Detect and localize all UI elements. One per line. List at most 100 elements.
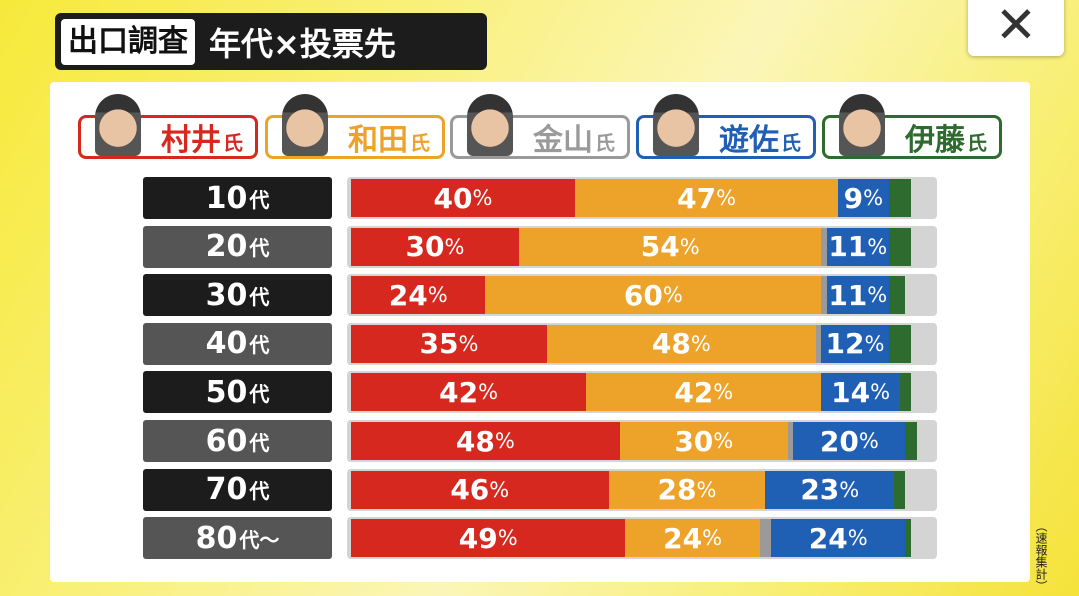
candidate-name: 遊佐 [719,123,779,158]
percent-sign: % [713,429,734,453]
percent-sign: % [679,234,700,259]
bar-segment [888,276,906,315]
percent-sign: % [867,234,888,259]
candidate-honorific: 氏 [595,130,615,155]
candidate-photo [839,94,885,156]
data-label: 24 [808,521,848,555]
bar-segment [888,179,911,217]
age-suffix: 代 [249,236,270,261]
data-label: 11 [828,278,868,312]
percent-sign: % [427,283,448,308]
percent-sign: % [497,526,518,551]
bar-segment: 42% [351,373,587,412]
age-row: 40 代 35% 48% 12% [143,322,938,365]
bar-segment: 28% [608,470,766,509]
bar-track: 35% 48% 12% [347,322,937,365]
age-number: 70 [205,472,248,508]
percent-sign: % [478,380,499,405]
bar-segment: 48% [351,422,620,460]
age-row: 70 代 46% 28% 23% [143,468,938,511]
exit-poll-tag: 出口調査 [61,18,195,65]
bar-segment: 54% [519,227,822,266]
bar-segment [905,519,911,558]
age-row: 20 代 30% 54% 11% [143,225,938,268]
data-label: 24 [663,521,703,555]
data-label: 54 [640,230,680,264]
age-label: 70 代 [143,468,332,511]
data-label: 20 [819,424,859,458]
percent-sign: % [690,331,711,356]
bar-segment: 30% [351,227,519,266]
data-label: 30 [674,424,714,458]
percent-sign: % [870,380,891,405]
bar-segment: 24% [351,276,486,315]
candidate-honorific: 氏 [781,130,801,155]
bar-segment: 30% [619,422,788,460]
age-label: 20 代 [143,225,332,268]
data-label: 46 [450,473,490,507]
age-suffix: 代 [249,381,270,406]
bar-track: 46% 28% 23% [347,468,937,511]
candidate-honorific: 氏 [967,130,987,155]
candidate-name: 和田 [348,123,408,158]
bar-segment: 12% [821,324,889,363]
percent-sign: % [702,526,723,551]
page-title: 年代×投票先 [209,24,396,63]
bar-segment: 40% [351,179,575,217]
candidate-name: 村井 [161,123,221,158]
percent-sign: % [839,477,860,502]
bar-segment: 11% [827,276,889,315]
age-number: 30 [205,277,248,313]
percent-sign: % [867,283,888,308]
bar-segment: 48% [547,324,816,363]
bar-segment: 35% [351,324,547,363]
legend-candidate: 和田氏 [265,94,445,159]
bar-segment: 9% [838,179,889,217]
bar-segment: 46% [351,470,609,509]
age-label: 50 代 [143,371,332,414]
bar-segment: 24% [625,519,760,558]
data-label: 9 [843,181,864,215]
data-label: 48 [455,424,495,458]
age-label: 80 代～ [143,517,332,560]
bar-segment [899,373,911,412]
data-label: 11 [828,230,868,264]
age-row: 60 代 48% 30% 20% [143,420,938,462]
age-suffix: 代 [249,333,270,358]
bar-segment: 49% [351,519,626,558]
bar-track: 40% 47% 9% [347,177,937,219]
age-label: 30 代 [143,274,332,317]
age-number: 80 [195,520,238,556]
data-label: 47 [677,181,717,215]
data-label: 42 [439,375,479,409]
bar-segment [894,470,906,509]
age-number: 10 [205,180,248,216]
bar-segment: 24% [771,519,906,558]
bar-track: 49% 24% 24% [347,517,937,560]
data-label: 14 [831,375,871,409]
age-label: 10 代 [143,177,332,219]
data-label: 42 [674,375,714,409]
bar-segment [821,227,827,266]
data-label: 49 [458,521,498,555]
bar-track: 48% 30% 20% [347,420,937,462]
bar-segment: 42% [586,373,822,412]
data-label: 30 [405,230,445,264]
data-label: 24 [388,278,428,312]
bar-segment [815,324,822,363]
legend-candidate: 遊佐氏 [636,94,816,159]
close-button[interactable]: ✕ [968,0,1064,56]
age-suffix: 代 [249,187,270,212]
percent-sign: % [847,526,868,551]
age-number: 20 [205,229,248,265]
percent-sign: % [472,186,493,210]
bar-track: 42% 42% 14% [347,371,937,414]
title-banner: 出口調査 年代×投票先 [55,13,487,70]
bar-segment [905,422,917,460]
age-row: 10 代 40% 47% 9% [143,177,938,219]
candidate-photo [95,94,141,156]
bar-segment [759,519,771,558]
percent-sign: % [696,477,717,502]
percent-sign: % [863,186,884,210]
percent-sign: % [662,283,683,308]
